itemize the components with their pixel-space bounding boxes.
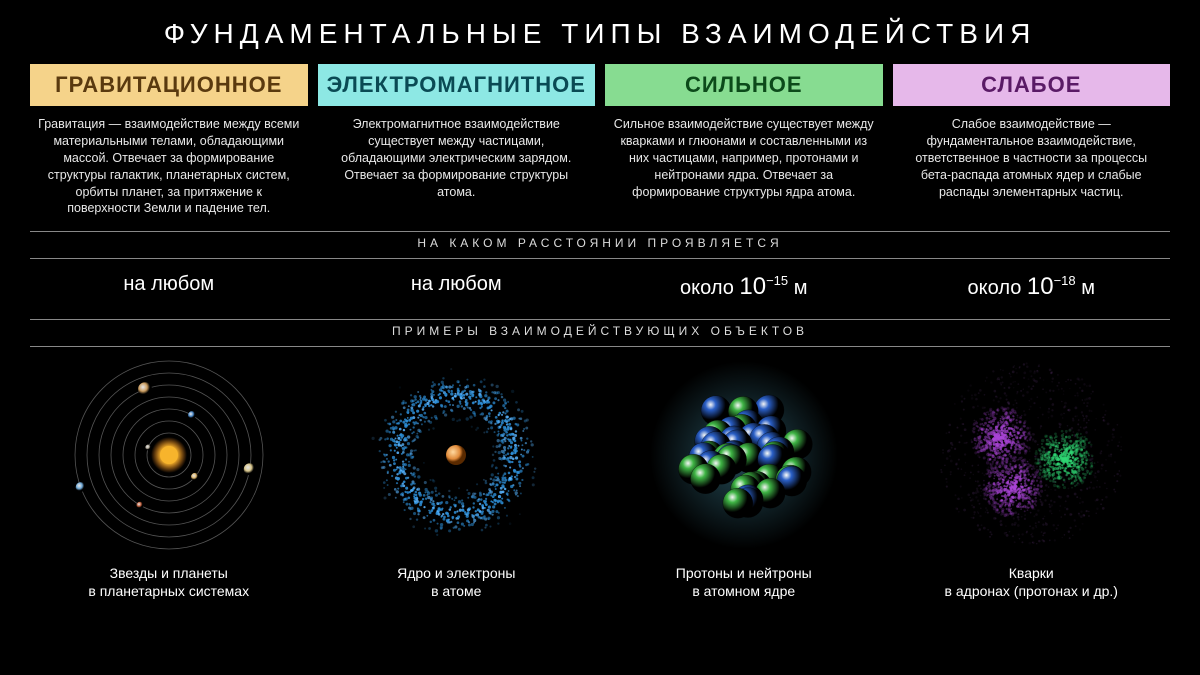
main-title: ФУНДАМЕНТАЛЬНЫЕ ТИПЫ ВЗАИМОДЕЙСТВИЯ	[30, 18, 1170, 50]
desc-weak: Слабое взаимодействие — фундаментальное …	[893, 106, 1171, 229]
headers-row: ГРАВИТАЦИОННОЕ ЭЛЕКТРОМАГНИТНОЕ СИЛЬНОЕ …	[30, 64, 1170, 106]
range-gravity: на любом	[30, 259, 308, 317]
illus-strong	[605, 347, 883, 562]
header-strong: СИЛЬНОЕ	[605, 64, 883, 106]
captions-row: Звезды и планетыв планетарных системах Я…	[30, 562, 1170, 600]
header-weak: СЛАБОЕ	[893, 64, 1171, 106]
caption-weak: Кваркив адронах (протонах и др.)	[893, 562, 1171, 600]
infographic-root: ФУНДАМЕНТАЛЬНЫЕ ТИПЫ ВЗАИМОДЕЙСТВИЯ ГРАВ…	[0, 0, 1200, 675]
range-row: на любом на любом около 10−15 м около 10…	[30, 259, 1170, 317]
illus-weak	[893, 347, 1171, 562]
desc-gravity: Гравитация — взаимодействие между всеми …	[30, 106, 308, 229]
header-gravity: ГРАВИТАЦИОННОЕ	[30, 64, 308, 106]
header-electromagnetic: ЭЛЕКТРОМАГНИТНОЕ	[318, 64, 596, 106]
caption-strong: Протоны и нейтроныв атомном ядре	[605, 562, 883, 600]
section-examples-label: ПРИМЕРЫ ВЗАИМОДЕЙСТВУЮЩИХ ОБЪЕКТОВ	[30, 320, 1170, 344]
caption-electromagnetic: Ядро и электроныв атоме	[318, 562, 596, 600]
illustrations-row	[30, 347, 1170, 562]
solar-system-icon	[39, 350, 299, 560]
section-range-label: НА КАКОМ РАССТОЯНИИ ПРОЯВЛЯЕТСЯ	[30, 232, 1170, 256]
nucleus-icon	[614, 350, 874, 560]
quarks-icon	[901, 350, 1161, 560]
divider-2	[30, 258, 1170, 259]
divider-3	[30, 319, 1170, 320]
divider-1	[30, 231, 1170, 232]
divider-4	[30, 346, 1170, 347]
desc-strong: Сильное взаимодействие существует между …	[605, 106, 883, 229]
caption-gravity: Звезды и планетыв планетарных системах	[30, 562, 308, 600]
illus-gravity	[30, 347, 308, 562]
range-strong: около 10−15 м	[605, 259, 883, 317]
illus-electromagnetic	[318, 347, 596, 562]
descriptions-row: Гравитация — взаимодействие между всеми …	[30, 106, 1170, 229]
range-weak: около 10−18 м	[893, 259, 1171, 317]
atom-cloud-icon	[326, 350, 586, 560]
desc-electromagnetic: Электромагнитное взаимодействие существу…	[318, 106, 596, 229]
range-electromagnetic: на любом	[318, 259, 596, 317]
